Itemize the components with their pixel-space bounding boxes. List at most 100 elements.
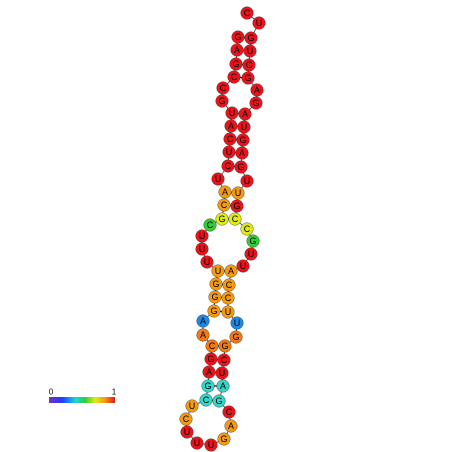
nucleotide-label: U [240, 261, 247, 271]
nucleotide-label: A [239, 148, 245, 158]
nucleotide-label: A [228, 421, 234, 431]
nucleotide-label: C [226, 280, 233, 290]
nucleotide [231, 30, 245, 44]
nucleotide [195, 242, 209, 256]
nucleotide [221, 291, 235, 305]
scale-min: 0 [49, 388, 54, 397]
nucleotide [209, 277, 223, 291]
nucleotide [240, 174, 254, 188]
nodes: CUGUCGAGAUGAGUUGCCGUUACCUUGGCUAGCAGUUUCU… [179, 6, 266, 452]
nucleotide [201, 379, 215, 393]
nucleotide [215, 94, 229, 108]
nucleotide [217, 353, 231, 367]
nucleotide-label: A [234, 45, 240, 55]
nucleotide [229, 57, 243, 71]
nucleotide [211, 172, 225, 186]
nucleotide [230, 43, 244, 57]
nucleotide [246, 234, 260, 248]
nucleotide [196, 314, 210, 328]
nucleotide [242, 58, 256, 72]
nucleotide [240, 222, 254, 236]
nucleotide [252, 16, 266, 30]
nucleotide [243, 44, 257, 58]
nucleotide-label: A [200, 330, 206, 340]
nucleotide [223, 132, 237, 146]
nucleotide-label: U [244, 176, 251, 186]
nucleotide [211, 264, 225, 278]
nucleotide-label: U [219, 368, 226, 378]
nucleotide [199, 393, 213, 407]
nucleotide [241, 71, 255, 85]
nucleotide [190, 436, 204, 450]
nucleotide-label: G [218, 214, 225, 224]
nucleotide-label: G [221, 341, 228, 351]
nucleotide-label: C [232, 214, 239, 224]
nucleotide-label: G [220, 434, 227, 444]
nucleotide [179, 412, 193, 426]
nucleotide [235, 146, 249, 160]
nucleotide [200, 255, 214, 269]
nucleotide-label: C [207, 220, 214, 230]
nucleotide-label: C [225, 161, 232, 171]
nucleotide-label: C [231, 72, 238, 82]
nucleotide-label: G [232, 332, 239, 342]
nucleotide-label: C [221, 355, 228, 365]
nucleotide [249, 96, 263, 110]
nucleotide-label: A [222, 187, 228, 197]
nucleotide-label: U [199, 244, 206, 254]
nucleotide [196, 328, 210, 342]
nucleotide-label: A [200, 316, 206, 326]
nucleotide-label: U [204, 257, 211, 267]
nucleotide [218, 185, 232, 199]
nucleotide-label: U [208, 440, 215, 450]
nucleotide-label: C [203, 395, 210, 405]
nucleotide [195, 229, 209, 243]
scale-max: 1 [112, 388, 117, 397]
nucleotide [237, 120, 251, 134]
nucleotide-label: G [234, 32, 241, 42]
nucleotide-label: C [220, 83, 227, 93]
nucleotide [217, 432, 231, 446]
nucleotide-label: U [226, 147, 233, 157]
nucleotide [230, 199, 244, 213]
nucleotide-label: G [249, 236, 256, 246]
nucleotide [224, 119, 238, 133]
nucleotide-label: C [244, 8, 251, 18]
nucleotide [234, 160, 248, 174]
nucleotide [222, 145, 236, 159]
nucleotide-label: U [194, 438, 201, 448]
nucleotide-label: U [215, 174, 222, 184]
nucleotide-label: G [239, 135, 246, 145]
nucleotide [221, 159, 235, 173]
nucleotide [180, 425, 194, 439]
nucleotide [224, 419, 238, 433]
nucleotide [228, 212, 242, 226]
nucleotide-label: C [226, 407, 233, 417]
nucleotide-label: G [233, 201, 240, 211]
nucleotide-label: G [244, 73, 251, 83]
nucleotide-label: C [209, 341, 216, 351]
nucleotide-label: G [232, 59, 239, 69]
nucleotide [218, 339, 232, 353]
nucleotide [244, 31, 258, 45]
nucleotide-label: A [206, 367, 212, 377]
nucleotide-label: G [237, 162, 244, 172]
nucleotide [202, 365, 216, 379]
nucleotide-label: G [215, 396, 222, 406]
color-scale [49, 397, 115, 403]
nucleotide-label: A [228, 121, 234, 131]
nucleotide [222, 405, 236, 419]
nucleotide [229, 330, 243, 344]
nucleotide [215, 366, 229, 380]
nucleotide-label: U [248, 249, 255, 259]
nucleotide [238, 107, 252, 121]
nucleotide-label: U [199, 231, 206, 241]
nucleotide [236, 133, 250, 147]
nucleotide [227, 70, 241, 84]
nucleotide [221, 305, 235, 319]
nucleotide-label: G [204, 381, 211, 391]
nucleotide-label: G [247, 33, 254, 43]
nucleotide-label: G [207, 354, 214, 364]
nucleotide-label: U [229, 108, 236, 118]
